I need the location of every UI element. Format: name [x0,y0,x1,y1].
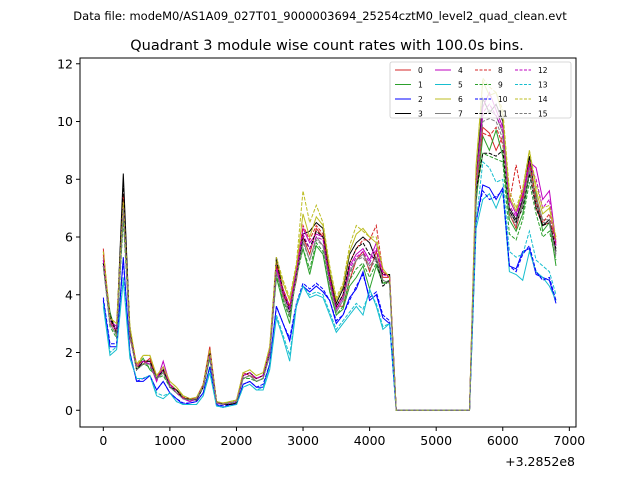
legend-label-4: 4 [458,66,463,75]
series-line-14 [102,76,557,411]
legend-label-13: 13 [538,81,548,90]
x-axis-offset-label: +3.2852e8 [505,454,575,469]
x-tick-label: 2000 [221,433,253,448]
chart-title: Quadrant 3 module wise count rates with … [130,38,524,54]
series-line-3 [102,96,557,411]
legend-label-7: 7 [458,110,463,119]
legend-label-10: 10 [498,95,508,104]
axes-frame [79,57,577,428]
x-tick-label: 4000 [354,433,386,448]
x-tick-label: 1000 [154,433,186,448]
series-line-7 [102,109,557,411]
series-line-12 [102,103,557,411]
series-line-10 [102,189,557,411]
suptitle: Data file: modeM0/AS1A09_027T01_90000036… [73,9,567,23]
y-tick-label: 4 [65,287,73,302]
y-tick-label: 10 [57,114,73,129]
legend-label-1: 1 [418,81,423,90]
legend-box [389,61,572,119]
legend-label-0: 0 [418,66,423,75]
x-tick-label: 3000 [287,433,319,448]
y-tick-label: 0 [65,403,73,418]
legend-label-5: 5 [458,81,463,90]
y-tick-label: 2 [65,345,73,360]
legend-label-6: 6 [458,95,463,104]
y-tick-label: 6 [65,230,73,245]
legend-label-3: 3 [418,110,423,119]
legend-label-11: 11 [498,110,508,119]
y-tick-label: 12 [57,56,73,71]
legend-label-2: 2 [418,95,423,104]
x-tick-label: 0 [99,433,107,448]
x-tick-label: 7000 [553,433,585,448]
y-tick-label: 8 [65,172,73,187]
x-tick-label: 5000 [420,433,452,448]
legend-label-9: 9 [498,81,503,90]
legend-label-15: 15 [538,110,548,119]
series-line-2 [102,184,557,411]
legend-label-12: 12 [538,66,548,75]
series-line-15 [102,118,557,411]
x-tick-label: 6000 [487,433,519,448]
series-line-6 [102,79,557,411]
series-line-5 [102,190,557,411]
legend-label-8: 8 [498,66,503,75]
legend-label-14: 14 [538,95,548,104]
series-line-4 [102,91,557,411]
series-line-13 [102,160,557,411]
